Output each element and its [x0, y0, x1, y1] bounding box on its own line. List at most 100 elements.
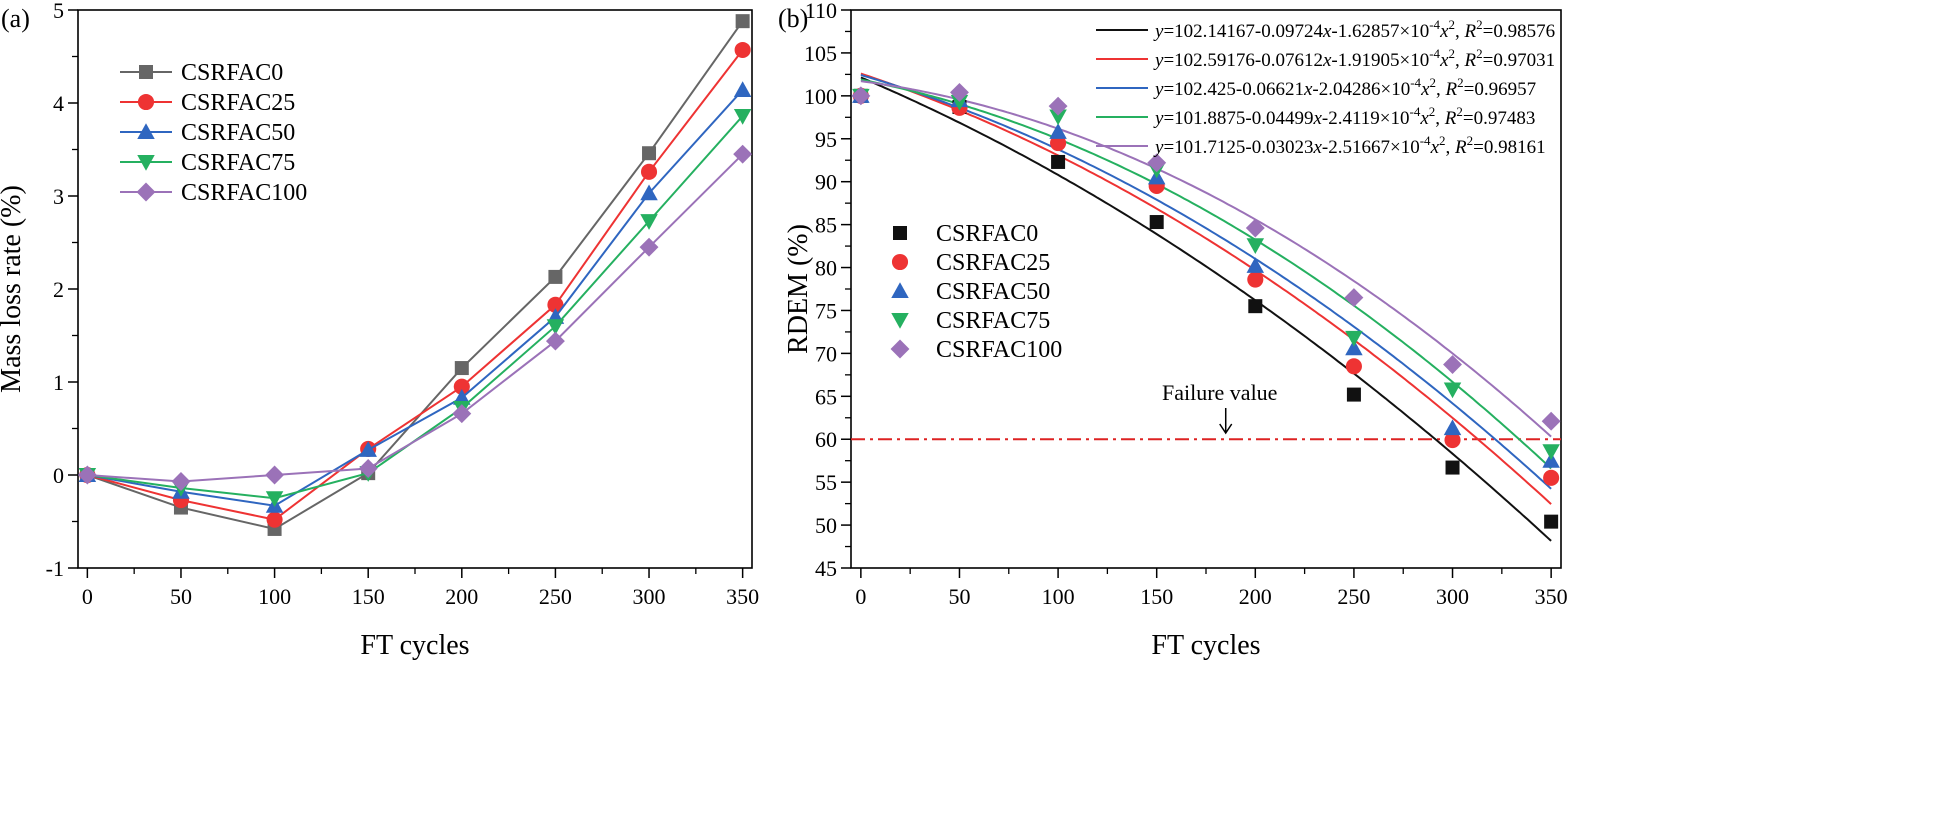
data-point-csrfac100 — [1443, 355, 1462, 374]
data-point-csrfac25 — [1444, 432, 1461, 449]
legend-marker — [891, 282, 909, 298]
fit-equation: y=101.7125-0.03023x-2.51667×10-4x2, R2=0… — [1153, 133, 1546, 158]
data-point-csrfac100 — [545, 331, 565, 351]
series-line-csrfac0 — [87, 20, 744, 531]
fit-equation-part: -2.4119×10 — [1322, 108, 1410, 129]
y-tick-label: 1 — [53, 370, 64, 395]
fit-equation: y=102.425-0.06621x-2.04286×10-4x2, R2=0.… — [1153, 75, 1536, 100]
data-point-csrfac100 — [1048, 96, 1068, 116]
x-tick-label: 50 — [170, 584, 192, 609]
x-tick-label: 300 — [633, 584, 666, 609]
series-line-csrfac100 — [87, 153, 744, 483]
y-tick-label: 5 — [53, 0, 64, 23]
data-point-csrfac25 — [1543, 469, 1560, 486]
data-point-csrfac50 — [733, 81, 752, 97]
data-point-csrfac75 — [1443, 382, 1462, 399]
legend-label: CSRFAC100 — [936, 337, 1062, 363]
data-point-csrfac50 — [359, 441, 377, 457]
fit-equation-part: 2 — [1476, 46, 1483, 61]
data-point-csrfac50 — [1345, 339, 1363, 356]
y-axis-title: RDEM (%) — [783, 224, 814, 354]
fit-equation-part: = — [1163, 108, 1174, 129]
data-point-csrfac0 — [735, 14, 750, 29]
y-tick-label: 50 — [815, 513, 837, 538]
x-tick-label: 150 — [1140, 584, 1173, 609]
fit-equation-part: , — [1446, 137, 1456, 158]
fit-equation-part: 2 — [1457, 75, 1464, 90]
fit-curve-csrfac75 — [860, 78, 1552, 470]
fit-equation-part: -2.04286×10 — [1312, 79, 1410, 100]
fit-equation-part: =0.96957 — [1464, 79, 1536, 100]
data-point-csrfac100 — [1147, 153, 1167, 173]
legend-marker — [893, 226, 907, 240]
fit-equation-part: -4 — [1410, 104, 1421, 119]
data-point-csrfac75 — [733, 109, 752, 125]
fit-equation: y=102.59176-0.07612x-1.91905×10-4x2, R2=… — [1153, 46, 1555, 71]
fit-curve-csrfac50 — [860, 74, 1552, 490]
fit-curve-csrfac100 — [860, 80, 1552, 438]
x-tick-label: 300 — [1436, 584, 1469, 609]
data-point-csrfac0 — [454, 361, 469, 376]
data-point-csrfac0 — [1346, 387, 1361, 402]
y-tick-label: -1 — [46, 556, 64, 581]
fit-equation-part: -4 — [1420, 133, 1431, 148]
x-tick-label: 0 — [82, 584, 93, 609]
data-point-csrfac25 — [1050, 135, 1067, 152]
fit-equation-part: =0.98161 — [1473, 137, 1545, 158]
legend-label: CSRFAC0 — [936, 221, 1038, 247]
legend-label: CSRFAC25 — [181, 90, 295, 116]
fit-equation-part: R — [1454, 137, 1467, 158]
legend-marker — [139, 65, 153, 79]
failure-arrow-head — [1219, 423, 1233, 435]
failure-value-label: Failure value — [1162, 380, 1277, 405]
legend-marker — [137, 155, 155, 171]
fit-equation-part: x — [1439, 50, 1449, 71]
x-tick-label: 50 — [948, 584, 970, 609]
legend-label: CSRFAC50 — [181, 120, 295, 146]
fit-equation-part: 2 — [1449, 46, 1456, 61]
panel-label: (b) — [778, 4, 808, 33]
fit-equation-part: -1.91905×10 — [1331, 50, 1429, 71]
fit-equation-part: y — [1153, 108, 1164, 129]
x-tick-label: 200 — [1239, 584, 1272, 609]
fit-equation-part: x — [1322, 21, 1332, 42]
fit-equation-part: -4 — [1429, 17, 1440, 32]
fit-equation-part: , — [1455, 21, 1465, 42]
data-point-csrfac100 — [639, 237, 659, 257]
y-tick-label: 55 — [815, 470, 837, 495]
data-point-csrfac75 — [950, 94, 969, 111]
legend-marker — [891, 253, 909, 271]
series-csrfac100 — [851, 82, 1561, 431]
y-tick-label: 60 — [815, 427, 837, 452]
fit-equation-part: y — [1153, 21, 1164, 42]
fit-equation-part: x — [1419, 108, 1429, 129]
fit-equation-part: -4 — [1429, 46, 1440, 61]
data-point-csrfac100 — [1245, 218, 1265, 238]
data-point-csrfac25 — [734, 41, 751, 59]
data-point-csrfac0 — [1248, 299, 1263, 314]
data-point-csrfac75 — [265, 491, 284, 507]
fit-curve-csrfac0 — [860, 76, 1552, 542]
y-tick-label: 0 — [53, 463, 64, 488]
x-tick-label: 250 — [1337, 584, 1370, 609]
fit-equation-part: x — [1312, 108, 1322, 129]
fit-equation-part: = — [1163, 137, 1174, 158]
y-axis-title: Mass loss rate (%) — [0, 185, 27, 393]
fit-equation-part: 101.8875-0.04499 — [1174, 108, 1313, 129]
legend-label: CSRFAC75 — [936, 308, 1050, 334]
y-tick-label: 65 — [815, 384, 837, 409]
fit-equation-part: , — [1435, 108, 1445, 129]
x-tick-label: 150 — [352, 584, 385, 609]
x-axis-title: FT cycles — [1151, 630, 1260, 661]
legend-marker — [137, 93, 155, 111]
panel-label: (a) — [1, 4, 30, 33]
data-point-csrfac25 — [1247, 271, 1264, 288]
legend: CSRFAC0 CSRFAC25 CSRFAC50 CSRFAC75 CSRFAC100 — [120, 60, 307, 206]
fit-equation-part: x — [1312, 137, 1322, 158]
fit-equation-part: y — [1153, 50, 1164, 71]
y-tick-label: 80 — [815, 256, 837, 281]
series-line-csrfac25 — [87, 49, 744, 521]
fit-equation-part: R — [1445, 79, 1458, 100]
data-point-csrfac0 — [1544, 514, 1559, 529]
data-point-csrfac100 — [452, 404, 472, 424]
